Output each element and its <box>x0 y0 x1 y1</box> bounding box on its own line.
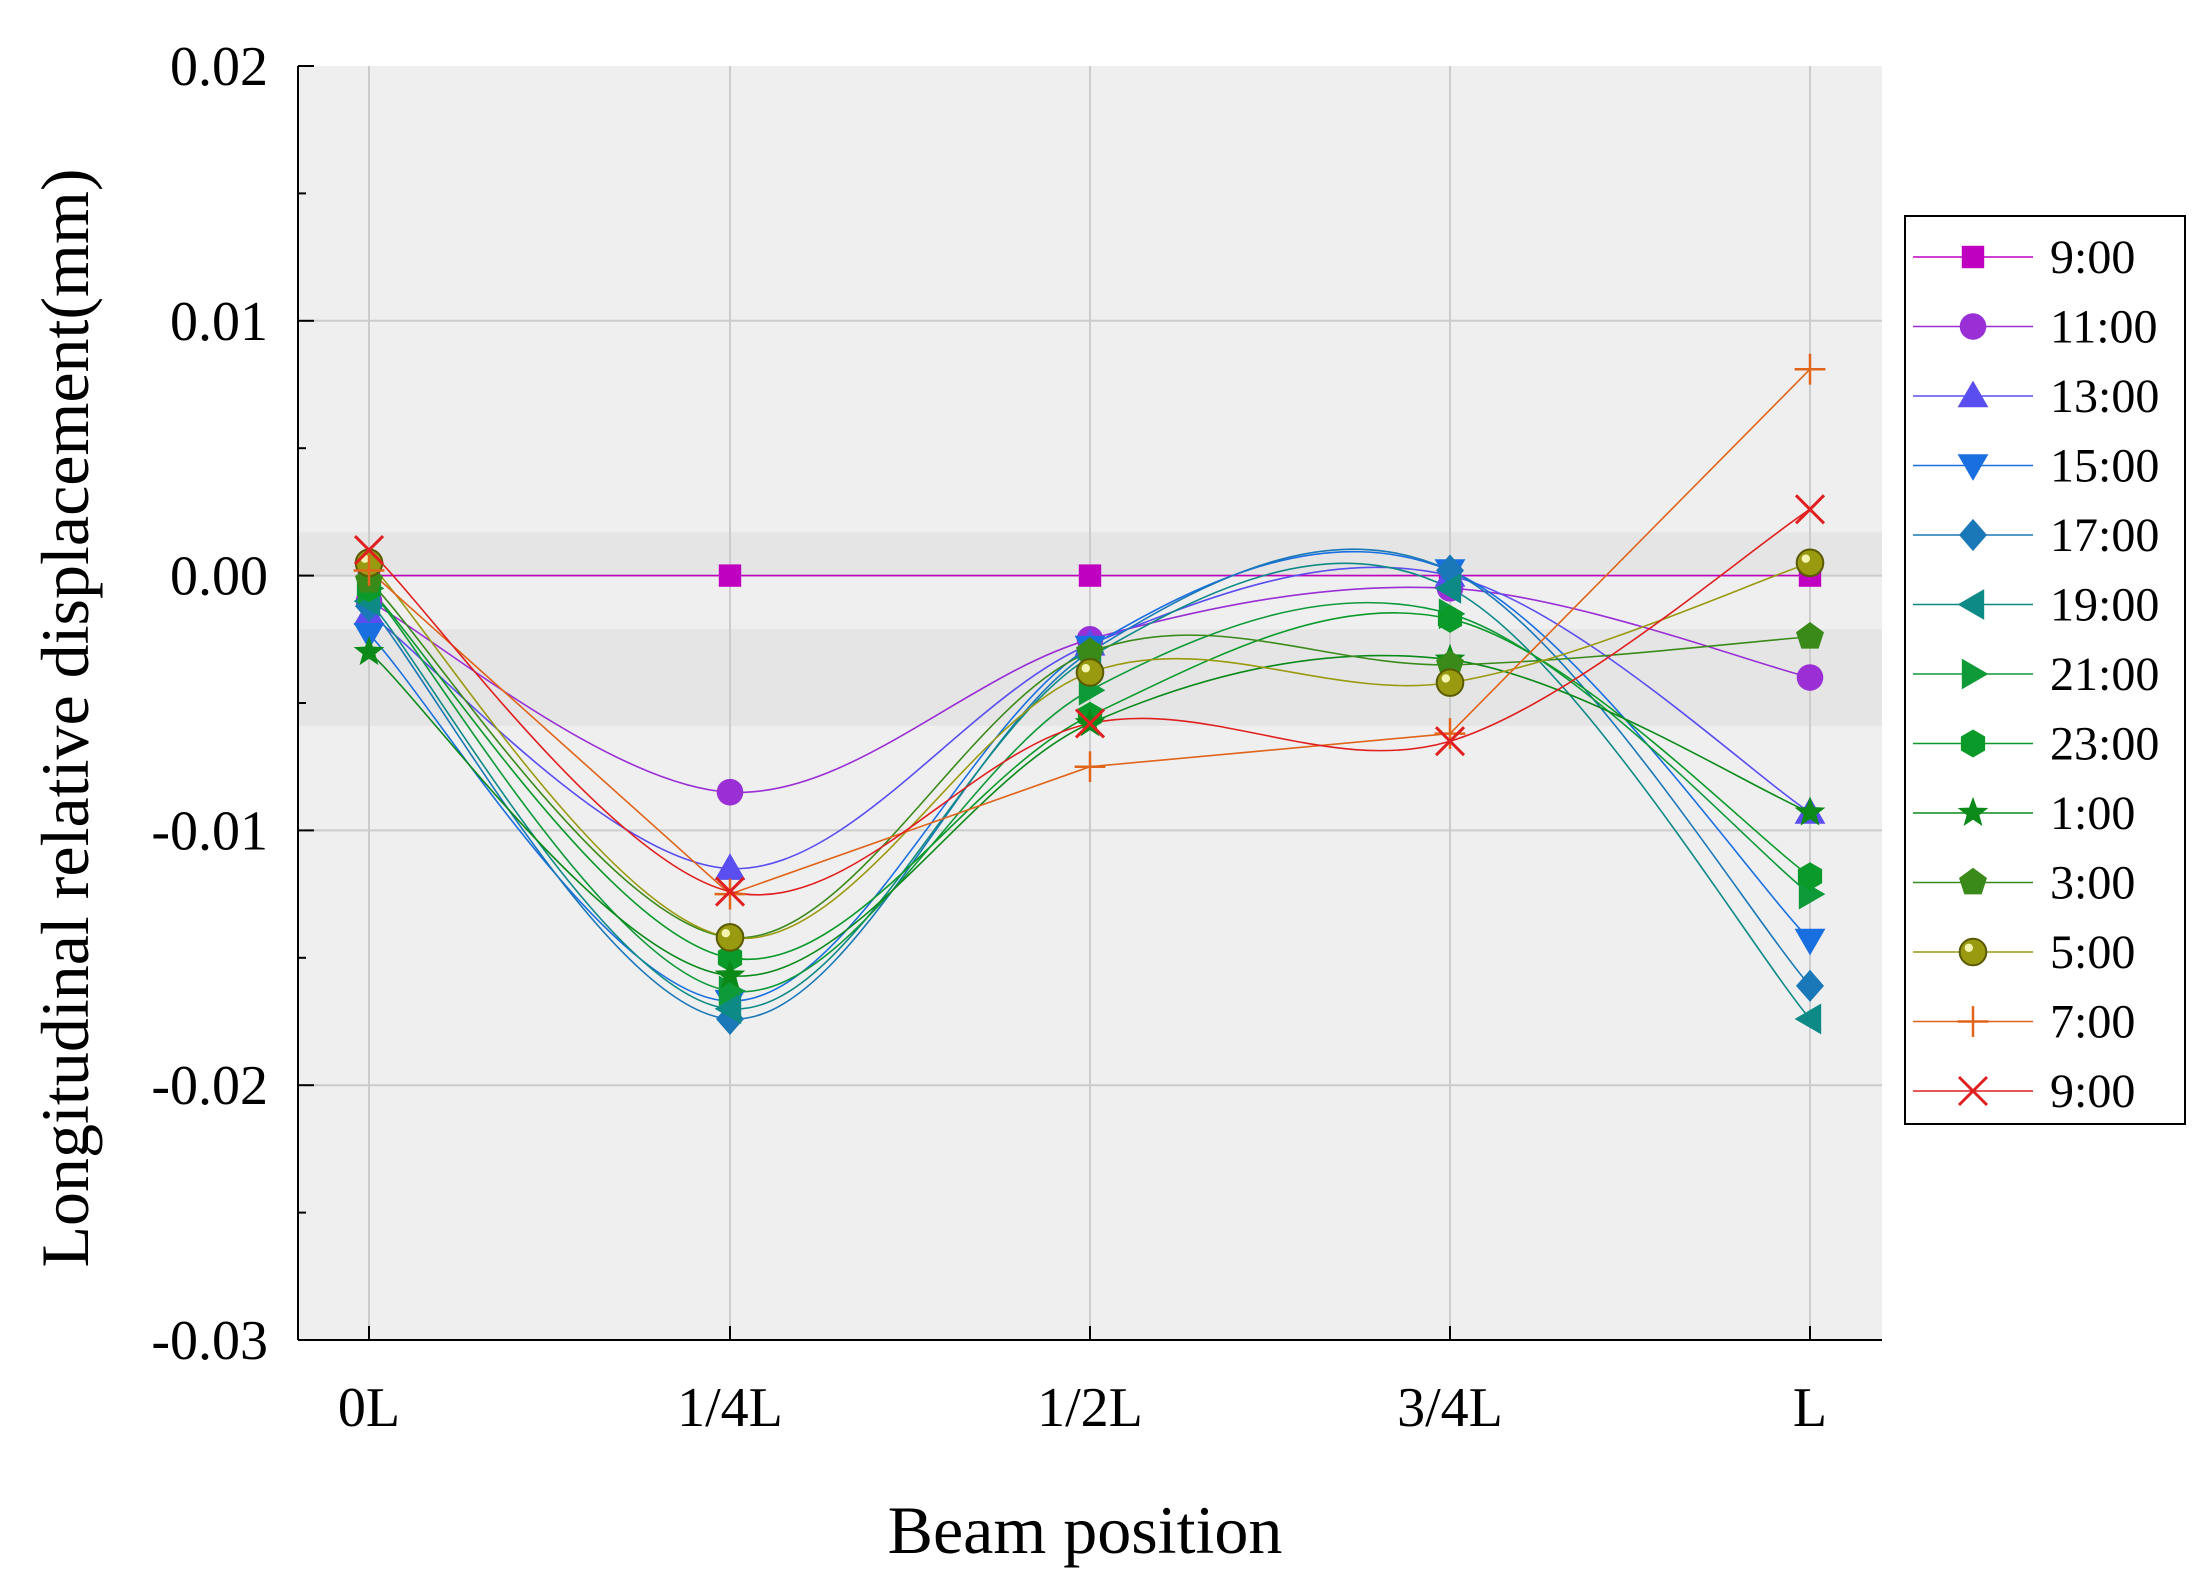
legend-label: 5:00 <box>2050 926 2135 979</box>
data-point-pentagon <box>1436 650 1464 677</box>
legend-label: 21:00 <box>2050 648 2159 701</box>
data-point-triangle-left <box>714 993 742 1025</box>
data-point-circle <box>1796 664 1824 691</box>
data-point-plus <box>1434 718 1466 749</box>
legend-box <box>1904 215 2186 1125</box>
data-point-pentagon <box>1076 637 1104 664</box>
y-tick-label: 0.00 <box>170 546 268 608</box>
data-point-square <box>718 564 742 587</box>
legend-marker-triangle-down <box>1957 454 1989 481</box>
data-point-triangle-left <box>1434 572 1462 604</box>
marker-highlight <box>721 929 730 938</box>
y-tick-label: -0.02 <box>151 1055 268 1117</box>
marker-highlight <box>1964 943 1974 952</box>
data-point-sphere <box>1435 668 1465 697</box>
series-line-17-00-4 <box>368 548 1811 1020</box>
legend-label: 13:00 <box>2050 370 2159 423</box>
legend-marker-plus <box>1957 1006 1989 1037</box>
marker-stroke <box>1434 726 1466 757</box>
data-point-hexagon <box>1797 862 1823 891</box>
legend-marker-triangle-left <box>1957 589 1985 620</box>
data-point-x <box>353 535 385 566</box>
series-markers <box>353 353 1826 1036</box>
y-tick-label: -0.01 <box>151 800 268 862</box>
legend-marker-triangle-up <box>1957 380 1989 408</box>
data-point-diamond <box>716 1002 744 1036</box>
data-point-pentagon <box>1796 622 1824 649</box>
data-point-x <box>1794 494 1826 525</box>
y-tick-label: 0.02 <box>170 36 268 98</box>
legend-marker-triangle-right <box>1961 658 1989 690</box>
series-line-3-00-9 <box>368 580 1811 939</box>
marker-stroke <box>1794 494 1826 525</box>
x-tick-label: 1/4L <box>677 1377 783 1439</box>
legend-marker-sphere <box>1958 937 1988 967</box>
legend-label: 9:00 <box>2050 1065 2135 1118</box>
data-point-star <box>714 959 746 989</box>
y-tick-label: -0.03 <box>151 1310 268 1372</box>
series-line-23-00-7 <box>368 587 1811 961</box>
y-axis-ticks: -0.03 -0.02 -0.01 0.00 0.01 0.02 <box>151 36 314 1372</box>
series-line-1-00-8 <box>368 651 1811 977</box>
x-tick-label: 1/2L <box>1037 1377 1143 1439</box>
data-point-sphere <box>1075 658 1105 687</box>
marker-highlight <box>1801 554 1811 563</box>
data-point-plus <box>1074 751 1106 783</box>
data-point-plus <box>714 878 746 910</box>
legend-marker-diamond <box>1959 518 1987 552</box>
series-line-5-00-10 <box>368 562 1811 940</box>
legend-marker-square <box>1961 245 1985 269</box>
marker-stroke <box>714 876 746 907</box>
marker-stroke <box>1957 1075 1989 1107</box>
data-point-x <box>1074 708 1106 739</box>
data-point-triangle-left <box>1794 1003 1822 1035</box>
data-point-x <box>714 876 746 907</box>
legend-label: 1:00 <box>2050 787 2135 840</box>
x-axis-ticks: 0L 1/4L 1/2L 3/4L L <box>338 1326 1827 1439</box>
x-tick-label: 0L <box>338 1377 400 1439</box>
data-point-sphere <box>715 923 745 952</box>
x-axis-title: Beam position <box>888 1492 1283 1568</box>
data-point-plus <box>1794 353 1826 385</box>
data-point-star <box>353 635 385 666</box>
legend-label: 19:00 <box>2050 579 2159 632</box>
data-point-circle <box>716 778 744 806</box>
data-point-star <box>1794 796 1826 826</box>
x-tick-label: 3/4L <box>1397 1377 1503 1439</box>
legend-label: 7:00 <box>2050 996 2135 1049</box>
legend-label: 9:00 <box>2050 231 2135 284</box>
legend-marker-hexagon <box>1960 729 1986 758</box>
legend-marker-x <box>1957 1075 1989 1107</box>
y-axis-title: Longitudinal relative displacement(mm) <box>27 169 103 1268</box>
data-point-triangle-up <box>714 853 746 880</box>
marker-highlight <box>1441 674 1451 683</box>
marker-highlight <box>1081 664 1091 673</box>
legend-marker-circle <box>1959 313 1987 340</box>
marker-stroke <box>353 535 385 566</box>
series-line-21-00-6 <box>368 587 1811 993</box>
data-point-x <box>1434 726 1466 757</box>
legend-label: 23:00 <box>2050 718 2159 771</box>
legend: 9:00 11:00 13:00 15:00 17:00 19:00 21:00 23:00 1… <box>1904 215 2186 1125</box>
legend-label: 11:00 <box>2050 301 2158 354</box>
y-tick-label: 0.01 <box>170 291 268 353</box>
data-point-plus <box>353 555 385 586</box>
legend-marker-pentagon <box>1959 867 1987 895</box>
legend-label: 3:00 <box>2050 857 2135 910</box>
legend-marker-star <box>1957 796 1989 827</box>
data-point-triangle-down <box>1794 928 1826 956</box>
x-tick-label: L <box>1793 1377 1827 1439</box>
data-point-hexagon <box>717 943 743 972</box>
data-point-square <box>1078 564 1102 587</box>
data-point-sphere <box>1795 548 1825 578</box>
data-point-diamond <box>1796 969 1824 1002</box>
legend-label: 15:00 <box>2050 440 2159 493</box>
data-point-hexagon <box>1437 604 1463 633</box>
legend-label: 17:00 <box>2050 509 2159 562</box>
marker-stroke <box>1074 708 1106 739</box>
series-line-9-00-12 <box>368 508 1811 896</box>
